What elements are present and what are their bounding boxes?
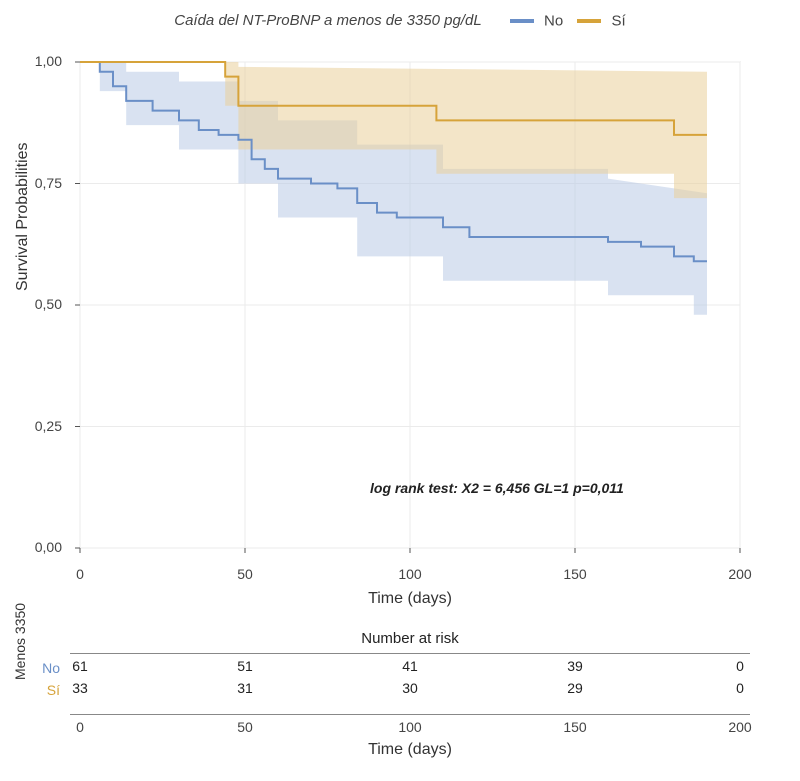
x-tick-label: 100 bbox=[398, 566, 421, 582]
risk-x-label: Time (days) bbox=[70, 741, 750, 759]
risk-cell: 39 bbox=[567, 658, 583, 674]
risk-x-tick-label: 0 bbox=[76, 719, 84, 735]
risk-x-tick-label: 50 bbox=[237, 719, 253, 735]
legend-swatch-si bbox=[577, 19, 601, 23]
risk-cell: 0 bbox=[736, 680, 744, 696]
risk-cell: 33 bbox=[72, 680, 88, 696]
legend-swatch-no bbox=[510, 19, 534, 23]
x-tick-label: 150 bbox=[563, 566, 586, 582]
risk-cell: 30 bbox=[402, 680, 418, 696]
legend-label-no: No bbox=[544, 13, 563, 30]
y-tick-label: 0,00 bbox=[12, 539, 62, 555]
risk-cell: 51 bbox=[237, 658, 253, 674]
logrank-annotation: log rank test: X2 = 6,456 GL=1 p=0,011 bbox=[370, 480, 624, 496]
risk-cell: 41 bbox=[402, 658, 418, 674]
risk-title: Number at risk bbox=[70, 630, 750, 647]
y-axis-label: Survival Probabilities bbox=[14, 142, 32, 291]
y-tick-label: 1,00 bbox=[12, 53, 62, 69]
risk-table: Number at risk 61 51 41 39 0 33 31 30 29 0 0 50 100… bbox=[70, 630, 750, 759]
x-tick-label: 0 bbox=[76, 566, 84, 582]
legend-label-si: Sí bbox=[612, 13, 626, 30]
x-axis-label: Time (days) bbox=[70, 590, 750, 608]
legend-title: Caída del NT-ProBNP a menos de 3350 pg/d… bbox=[174, 12, 481, 29]
risk-cell: 31 bbox=[237, 680, 253, 696]
y-tick-label: 0,50 bbox=[12, 296, 62, 312]
legend: Caída del NT-ProBNP a menos de 3350 pg/d… bbox=[0, 12, 800, 30]
risk-cell: 29 bbox=[567, 680, 583, 696]
risk-cell: 61 bbox=[72, 658, 88, 674]
risk-x-tick-label: 150 bbox=[563, 719, 586, 735]
risk-row-label: No bbox=[10, 660, 60, 676]
x-tick-label: 50 bbox=[237, 566, 253, 582]
x-tick-label: 200 bbox=[728, 566, 751, 582]
risk-row-label: Sí bbox=[10, 682, 60, 698]
risk-x-tick-label: 200 bbox=[728, 719, 751, 735]
risk-x-tick-label: 100 bbox=[398, 719, 421, 735]
y-tick-label: 0,25 bbox=[12, 418, 62, 434]
y-tick-label: 0,75 bbox=[12, 175, 62, 191]
risk-cell: 0 bbox=[736, 658, 744, 674]
